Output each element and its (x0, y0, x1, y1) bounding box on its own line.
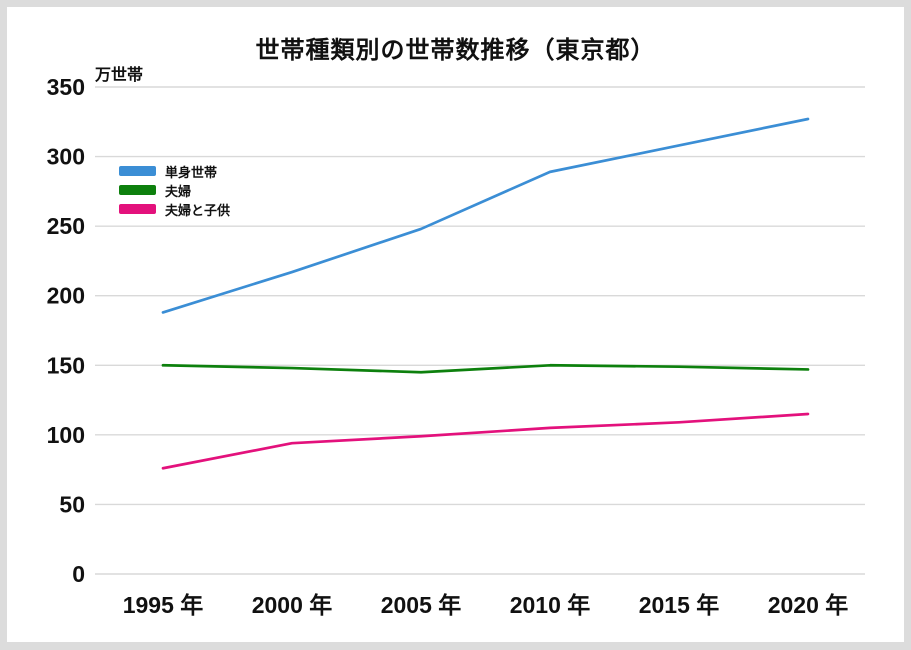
legend-label: 夫婦 (165, 183, 192, 199)
y-tick-label: 50 (59, 491, 85, 517)
x-tick-label: 1995 年 (123, 592, 204, 618)
series-line-2 (161, 412, 810, 470)
legend-swatch-icon (119, 185, 156, 195)
x-tick-label: 2000 年 (252, 592, 333, 618)
y-tick-label: 350 (47, 74, 85, 100)
legend-swatch-icon (119, 204, 156, 214)
legend-item-1: 夫婦 (119, 182, 230, 199)
x-tick-label: 2015 年 (639, 592, 720, 618)
legend: 単身世帯夫婦夫婦と子供 (119, 163, 230, 220)
y-tick-label: 100 (47, 422, 85, 448)
x-tick-label: 2010 年 (510, 592, 591, 618)
y-tick-label: 300 (47, 144, 85, 170)
x-tick-label: 2020 年 (768, 592, 849, 618)
series-line-0 (161, 117, 810, 314)
series-line-1 (161, 363, 810, 374)
y-tick-label: 250 (47, 213, 85, 239)
chart-panel (7, 7, 904, 642)
y-tick-label: 150 (47, 352, 85, 378)
y-tick-label: 200 (47, 283, 85, 309)
legend-item-0: 単身世帯 (119, 163, 230, 180)
chart-title: 世帯種類別の世帯数推移（東京都） (255, 37, 656, 64)
legend-label: 夫婦と子供 (165, 202, 231, 218)
legend-swatch-icon (119, 166, 156, 176)
legend-label: 単身世帯 (165, 164, 218, 180)
x-tick-label: 2005 年 (381, 592, 462, 618)
y-axis-unit-label: 万世帯 (95, 67, 144, 84)
legend-item-2: 夫婦と子供 (119, 201, 231, 218)
y-tick-label: 0 (72, 561, 85, 587)
